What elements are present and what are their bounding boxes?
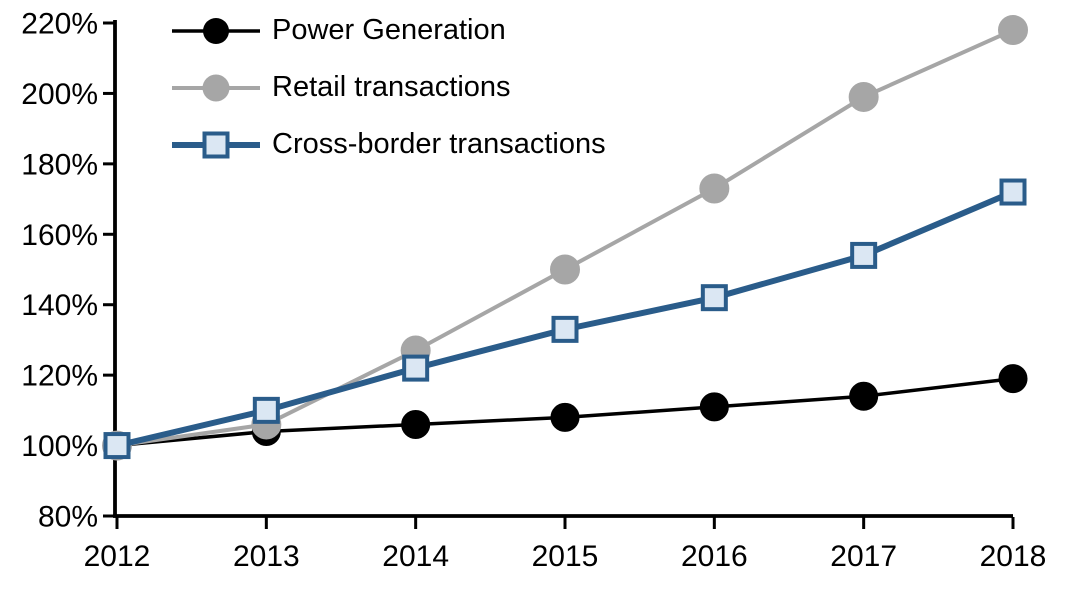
y-tick-label: 160% <box>21 219 98 252</box>
square-marker-icon <box>999 178 1027 206</box>
circle-marker-icon <box>202 74 230 101</box>
circle-marker-icon <box>699 392 729 422</box>
legend-swatch-retail-transactions-icon <box>172 74 260 101</box>
legend-item-power-generation: Power Generation <box>170 2 606 59</box>
x-tick-label: 2018 <box>980 540 1047 573</box>
legend-swatch-cross-border-transactions-icon <box>172 131 260 158</box>
circle-marker-icon <box>550 402 580 432</box>
square-marker-icon <box>700 284 728 312</box>
legend-label-power-generation: Power Generation <box>272 14 506 46</box>
legend-item-cross-border-transactions: Cross-border transactions <box>170 116 606 173</box>
y-tick-label: 200% <box>21 78 98 111</box>
y-tick-label: 100% <box>21 430 98 463</box>
circle-marker-icon <box>550 254 580 285</box>
circle-marker-icon <box>401 409 431 439</box>
y-tick-label: 180% <box>21 148 98 181</box>
circle-marker-icon <box>699 173 730 204</box>
square-marker-icon <box>402 354 430 382</box>
square-marker-icon <box>850 241 878 269</box>
x-tick-label: 2012 <box>84 540 151 573</box>
x-tick-label: 2013 <box>233 540 300 573</box>
chart-legend: Power Generation Retail transactions Cro… <box>170 2 606 173</box>
y-tick-label: 140% <box>21 289 98 322</box>
x-tick-label: 2015 <box>532 540 599 573</box>
y-tick-label: 120% <box>21 360 98 393</box>
square-marker-icon <box>202 131 230 158</box>
circle-marker-icon <box>848 81 879 112</box>
y-tick-label: 80% <box>38 501 98 534</box>
series-retail-transactions <box>102 15 1028 461</box>
legend-item-retail-transactions: Retail transactions <box>170 59 606 116</box>
circle-marker-icon <box>998 364 1028 394</box>
x-tick-label: 2017 <box>830 540 897 573</box>
circle-marker-icon <box>998 15 1028 46</box>
circle-marker-icon <box>203 17 229 44</box>
series-cross-border-transactions <box>103 178 1027 460</box>
legend-swatch-power-generation-icon <box>172 17 260 44</box>
x-tick-label: 2016 <box>681 540 748 573</box>
legend-label-cross-border-transactions: Cross-border transactions <box>272 128 606 160</box>
x-tick-label: 2014 <box>382 540 449 573</box>
y-tick-label: 220% <box>21 8 98 41</box>
square-marker-icon <box>551 315 579 343</box>
circle-marker-icon <box>849 381 879 411</box>
x-axis-ticks: 2012 2013 2014 2015 2016 2017 2018 <box>84 517 1047 573</box>
y-axis-ticks: 80% 100% 120% 140% 160% 180% 200% 220% <box>21 8 114 534</box>
square-marker-icon <box>103 432 131 460</box>
series-power-generation <box>102 364 1028 461</box>
legend-label-retail-transactions: Retail transactions <box>272 71 511 103</box>
square-marker-icon <box>252 396 280 424</box>
